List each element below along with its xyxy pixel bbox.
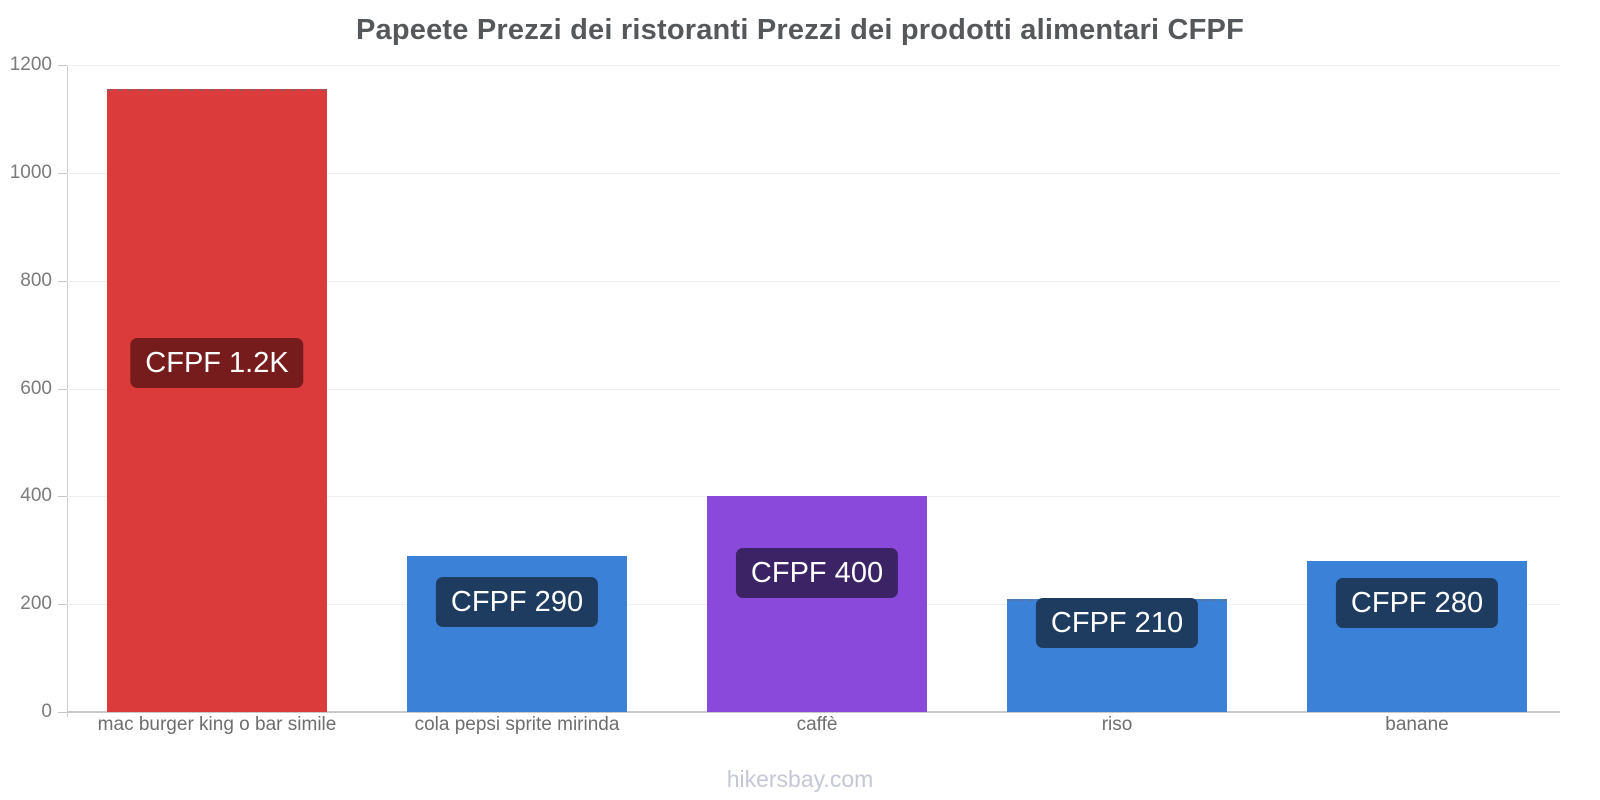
gridline-y-1000 bbox=[67, 172, 1560, 174]
plot-area: CFPF 1.2K CFPF 290 CFPF 400 CFPF 210 CFPF 28… bbox=[67, 65, 1567, 712]
x-axis-label: caffè bbox=[796, 714, 838, 735]
y-tick-label: 0 bbox=[41, 701, 52, 722]
y-tick-mark bbox=[58, 496, 67, 498]
y-axis-line bbox=[67, 65, 68, 717]
y-tick-mark bbox=[58, 65, 67, 66]
y-tick-label: 600 bbox=[20, 377, 52, 399]
y-tick-label: 1000 bbox=[9, 161, 52, 183]
bar-value-badge: CFPF 400 bbox=[735, 548, 899, 599]
bar-caffè[interactable]: CFPF 400 bbox=[707, 496, 927, 712]
bar-value-badge: CFPF 280 bbox=[1335, 578, 1499, 629]
gridline-y-600 bbox=[67, 388, 1560, 390]
bar-cola-pepsi-sprite-mirinda[interactable]: CFPF 290 bbox=[407, 555, 627, 712]
x-axis-label: mac burger king o bar simile bbox=[97, 714, 337, 735]
y-tick-label: 400 bbox=[20, 485, 52, 507]
chart-title: Papeete Prezzi dei ristoranti Prezzi dei… bbox=[355, 14, 1245, 46]
bar-value-badge: CFPF 290 bbox=[435, 576, 599, 627]
x-axis-label: riso bbox=[1101, 714, 1133, 735]
y-tick-mark bbox=[58, 388, 67, 390]
bar-value-badge: CFPF 210 bbox=[1035, 597, 1199, 648]
x-axis-label: banane bbox=[1385, 714, 1449, 735]
y-tick-mark bbox=[58, 712, 67, 713]
bar-mac-burger-king-o-bar-simile[interactable]: CFPF 1.2K bbox=[107, 89, 327, 712]
y-tick-mark bbox=[58, 280, 67, 282]
bar-value-badge: CFPF 1.2K bbox=[130, 338, 304, 389]
x-axis-baseline bbox=[67, 711, 1560, 713]
watermark-footer: hikersbay.com bbox=[726, 766, 874, 792]
bar-riso[interactable]: CFPF 210 bbox=[1007, 597, 1227, 712]
y-tick-mark bbox=[58, 172, 67, 174]
y-tick-label: 800 bbox=[20, 269, 52, 291]
gridline-y-800 bbox=[67, 280, 1560, 282]
y-tick-mark bbox=[58, 604, 67, 606]
gridline-y-1200 bbox=[67, 65, 1560, 66]
y-tick-label: 1200 bbox=[9, 54, 52, 75]
x-axis-label: cola pepsi sprite mirinda bbox=[414, 714, 620, 735]
bar-banane[interactable]: CFPF 280 bbox=[1307, 561, 1527, 712]
y-tick-label: 200 bbox=[20, 593, 52, 615]
